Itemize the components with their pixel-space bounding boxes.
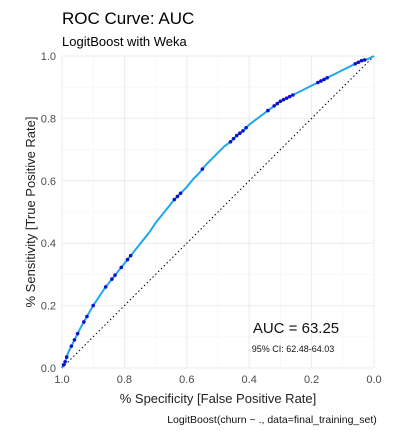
- roc-threshold-point: [278, 99, 283, 104]
- roc-threshold-point: [110, 277, 114, 281]
- roc-threshold-point: [322, 77, 326, 82]
- roc-threshold-point: [275, 101, 280, 106]
- roc-threshold-point: [128, 253, 133, 258]
- roc-threshold-point: [284, 96, 289, 100]
- plot-area: [61, 55, 375, 369]
- roc-threshold-point: [85, 314, 89, 319]
- roc-threshold-point: [272, 104, 276, 108]
- roc-threshold-point: [316, 80, 320, 85]
- y-tick-label: 0.4: [41, 238, 56, 250]
- roc-threshold-point: [200, 167, 205, 171]
- roc-threshold-point: [244, 125, 248, 130]
- roc-threshold-point: [64, 355, 69, 359]
- roc-threshold-point: [238, 131, 242, 136]
- roc-threshold-point: [362, 58, 367, 62]
- roc-threshold-point: [291, 93, 295, 97]
- roc-threshold-point: [228, 140, 233, 144]
- roc-threshold-point: [356, 60, 361, 65]
- y-tick-label: 0.2: [41, 301, 56, 313]
- x-tick-label: 0.4: [242, 374, 257, 386]
- x-tick-label: 0.0: [366, 374, 381, 386]
- roc-threshold-point: [325, 76, 330, 80]
- grid: [61, 55, 375, 369]
- y-tick-label: 0.8: [41, 113, 56, 125]
- roc-threshold-point: [287, 94, 292, 99]
- roc-threshold-point: [281, 97, 286, 102]
- y-tick-label: 1.0: [41, 51, 56, 63]
- roc-threshold-point: [75, 331, 80, 336]
- tick-labels: 1.0 0.8 0.6 0.4 0.2 0.0 0.0 0.2 0.4 0.6 0.8 1.0: [41, 51, 382, 386]
- roc-threshold-point: [319, 79, 323, 83]
- y-tick-label: 0.0: [41, 363, 56, 375]
- roc-threshold-point: [266, 108, 270, 113]
- roc-threshold-point: [175, 194, 180, 199]
- x-tick-label: 1.0: [54, 374, 69, 386]
- roc-threshold-point: [91, 303, 95, 308]
- x-tick-label: 0.8: [117, 374, 132, 386]
- roc-threshold-point: [103, 285, 108, 289]
- roc-threshold-point: [125, 257, 130, 262]
- chart-subtitle: LogitBoost with Weka: [62, 34, 188, 49]
- x-axis-label: % Specificity [False Positive Rate]: [120, 391, 317, 406]
- chart-caption: LogitBoost(churn ~ ., data=final_trainin…: [167, 414, 377, 426]
- roc-threshold-point: [178, 191, 183, 196]
- roc-threshold-point: [63, 359, 67, 364]
- roc-threshold-point: [82, 320, 86, 324]
- roc-threshold-point: [69, 344, 74, 348]
- roc-threshold-point: [241, 129, 245, 133]
- roc-threshold-point: [119, 265, 124, 270]
- roc-threshold-point: [234, 133, 239, 138]
- roc-threshold-point: [113, 273, 117, 277]
- reference-diagonal-line: [61, 55, 375, 369]
- roc-threshold-point: [359, 58, 364, 63]
- y-tick-label: 0.6: [41, 176, 56, 188]
- chart-title: ROC Curve: AUC: [62, 9, 194, 28]
- roc-threshold-point: [231, 136, 236, 141]
- roc-threshold-point: [353, 62, 358, 66]
- x-tick-label: 0.6: [179, 374, 194, 386]
- x-tick-label: 0.2: [304, 374, 319, 386]
- y-axis-label: % Sensitivity [True Positive Rate]: [23, 117, 38, 308]
- roc-threshold-point: [61, 363, 66, 367]
- roc-threshold-point: [172, 197, 177, 202]
- ci-annotation: 95% CI: 62.48-64.03: [252, 344, 335, 354]
- auc-annotation: AUC = 63.25: [253, 320, 339, 337]
- roc-threshold-point: [72, 338, 77, 342]
